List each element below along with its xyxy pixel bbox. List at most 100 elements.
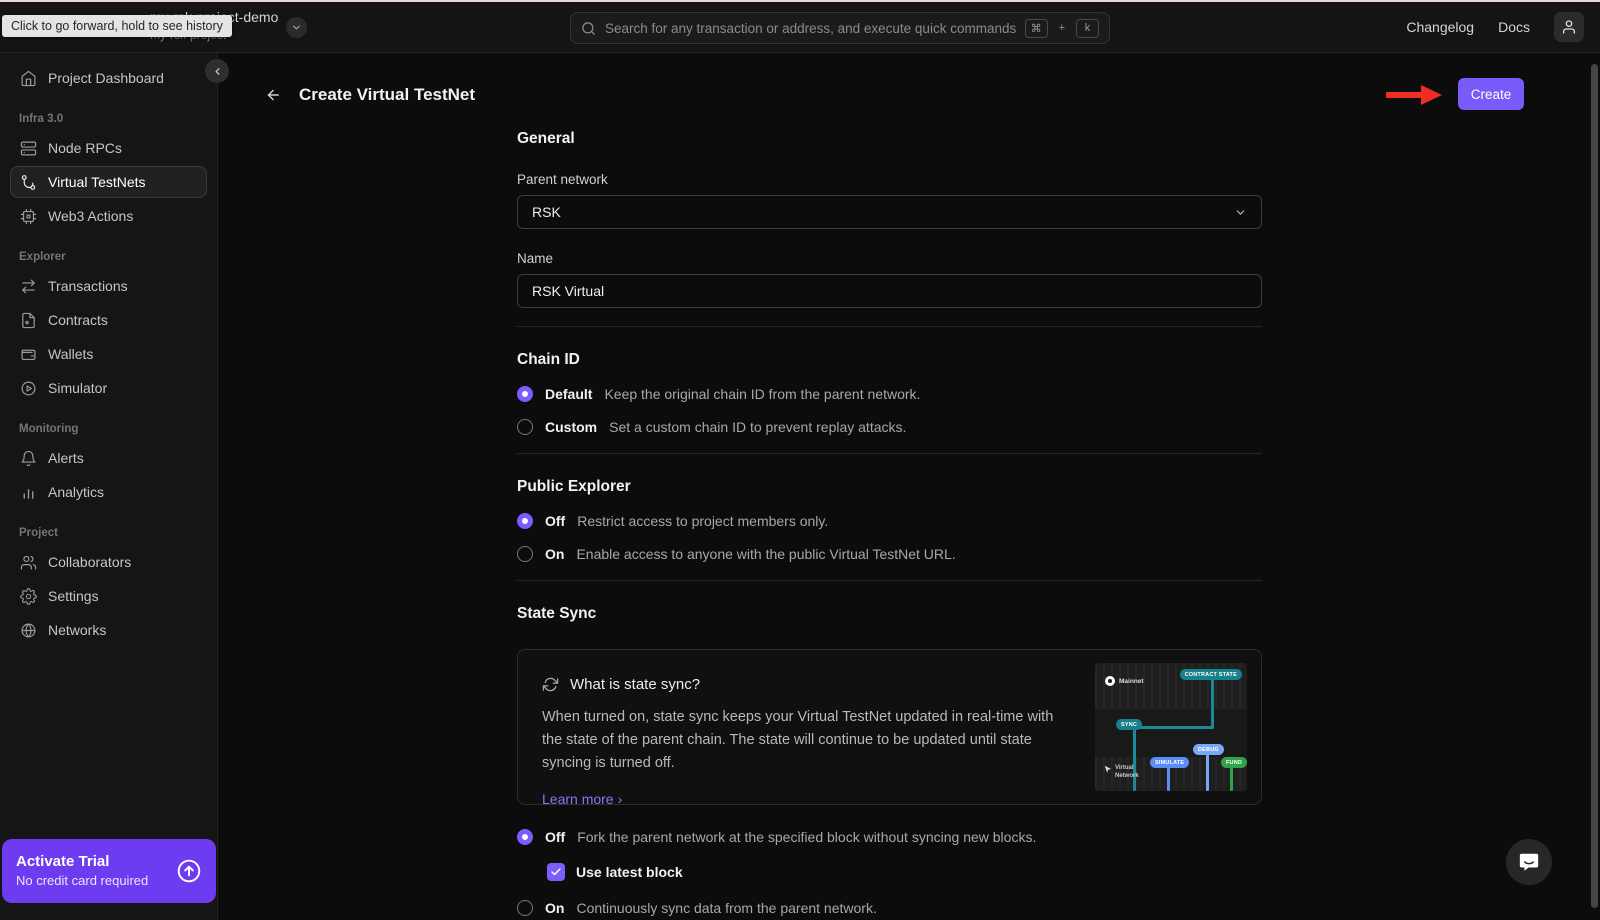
option-description: Keep the original chain ID from the pare… xyxy=(604,386,921,402)
sidebar-item-simulator[interactable]: Simulator xyxy=(10,372,207,404)
trial-title: Activate Trial xyxy=(16,852,110,870)
sidebar-item-node-rpcs[interactable]: Node RPCs xyxy=(10,132,207,164)
cpu-icon xyxy=(20,208,37,225)
use-latest-block-option[interactable]: Use latest block xyxy=(547,863,1262,881)
sidebar-item-project-dashboard[interactable]: Project Dashboard xyxy=(10,62,207,94)
back-button[interactable] xyxy=(264,86,282,104)
sidebar: Project Dashboard Infra 3.0 Node RPCs Vi… xyxy=(0,52,218,920)
sidebar-item-analytics[interactable]: Analytics xyxy=(10,476,207,508)
sidebar-item-transactions[interactable]: Transactions xyxy=(10,270,207,302)
project-chevron-button[interactable] xyxy=(286,17,307,38)
sidebar-item-collaborators[interactable]: Collaborators xyxy=(10,546,207,578)
chain-id-heading: Chain ID xyxy=(517,351,580,368)
state-sync-card-title: What is state sync? xyxy=(570,676,701,693)
option-label: Off xyxy=(545,829,566,845)
sidebar-item-virtual-testnets[interactable]: Virtual TestNets xyxy=(10,166,207,198)
simulate-pill: SIMULATE xyxy=(1150,757,1190,768)
option-label: Custom xyxy=(545,419,598,435)
mainnet-icon xyxy=(1105,676,1115,686)
search-placeholder: Search for any transaction or address, a… xyxy=(605,20,1016,36)
git-branch-icon xyxy=(20,174,37,191)
sidebar-item-label: Web3 Actions xyxy=(48,208,134,224)
user-icon xyxy=(1561,19,1577,35)
state-sync-off-option[interactable]: Off Fork the parent network at the speci… xyxy=(517,829,1262,845)
chevron-left-icon xyxy=(212,66,223,77)
state-sync-on-option[interactable]: On Continuously sync data from the paren… xyxy=(517,900,1262,916)
radio-unselected-icon[interactable] xyxy=(517,546,533,562)
sidebar-item-label: Contracts xyxy=(48,312,108,328)
divider xyxy=(517,326,1262,327)
search-input[interactable]: Search for any transaction or address, a… xyxy=(570,12,1110,44)
fund-pill: FUND xyxy=(1221,757,1247,768)
server-icon xyxy=(20,140,37,157)
diagram-line-debug xyxy=(1206,751,1209,791)
chevron-down-icon xyxy=(1234,206,1247,219)
swap-arrows-icon xyxy=(20,278,37,295)
gear-icon xyxy=(20,587,37,605)
diagram-virtual-network-label: Virtual Network xyxy=(1104,765,1139,780)
sidebar-item-web3-actions[interactable]: Web3 Actions xyxy=(10,200,207,232)
sidebar-item-alerts[interactable]: Alerts xyxy=(10,442,207,474)
annotation-red-arrow xyxy=(1386,84,1442,106)
sidebar-item-networks[interactable]: Networks xyxy=(10,614,207,646)
learn-more-label: Learn more xyxy=(542,790,614,807)
file-icon xyxy=(20,312,37,329)
checkbox-label: Use latest block xyxy=(576,864,683,880)
cmd-key-badge: ⌘ xyxy=(1024,18,1048,38)
general-heading: General xyxy=(517,130,575,147)
sidebar-collapse-button[interactable] xyxy=(205,59,229,83)
sidebar-section-explorer: Explorer xyxy=(19,251,66,263)
public-explorer-on-option[interactable]: On Enable access to anyone with the publ… xyxy=(517,546,1262,562)
name-label: Name xyxy=(517,251,554,266)
chain-id-custom-option[interactable]: Custom Set a custom chain ID to prevent … xyxy=(517,419,1262,435)
learn-more-link[interactable]: Learn more › xyxy=(542,791,1073,807)
sidebar-item-label: Analytics xyxy=(48,484,105,500)
radio-selected-icon[interactable] xyxy=(517,386,533,402)
option-label: Default xyxy=(545,386,593,402)
sidebar-item-label: Networks xyxy=(48,622,107,638)
contract-state-pill: CONTRACT STATE xyxy=(1179,669,1242,680)
parent-network-value: RSK xyxy=(532,204,561,220)
virtual-network-icon xyxy=(1104,765,1112,773)
trial-subtitle: No credit card required xyxy=(16,873,149,889)
checkbox-checked-icon[interactable] xyxy=(547,863,565,881)
option-description: Set a custom chain ID to prevent replay … xyxy=(609,419,907,435)
sidebar-item-label: Settings xyxy=(48,588,99,604)
radio-unselected-icon[interactable] xyxy=(517,900,533,916)
name-value: RSK Virtual xyxy=(532,283,605,299)
chain-id-default-option[interactable]: Default Keep the original chain ID from … xyxy=(517,386,1262,402)
sidebar-item-label: Wallets xyxy=(48,346,94,362)
option-label: On xyxy=(545,900,565,916)
sidebar-item-contracts[interactable]: Contracts xyxy=(10,304,207,336)
chat-bubble-icon xyxy=(1518,851,1540,873)
sidebar-item-wallets[interactable]: Wallets xyxy=(10,338,207,370)
chevron-down-icon xyxy=(291,22,302,33)
sidebar-item-label: Node RPCs xyxy=(48,140,122,156)
name-input[interactable]: RSK Virtual xyxy=(517,274,1262,308)
sidebar-item-settings[interactable]: Settings xyxy=(10,580,207,612)
vertical-scrollbar[interactable] xyxy=(1591,64,1598,908)
create-button[interactable]: Create xyxy=(1458,78,1524,110)
search-icon xyxy=(581,21,596,36)
divider xyxy=(517,453,1262,454)
radio-unselected-icon[interactable] xyxy=(517,419,533,435)
account-button[interactable] xyxy=(1554,12,1584,42)
parent-network-select[interactable]: RSK xyxy=(517,195,1262,229)
sync-icon xyxy=(542,676,559,693)
option-description: Enable access to anyone with the public … xyxy=(576,546,956,562)
chat-widget-button[interactable] xyxy=(1506,839,1552,885)
radio-selected-icon[interactable] xyxy=(517,829,533,845)
public-explorer-off-option[interactable]: Off Restrict access to project members o… xyxy=(517,513,1262,529)
radio-selected-icon[interactable] xyxy=(517,513,533,529)
trial-text: Activate Trial No credit card required xyxy=(16,852,176,890)
sidebar-item-label: Simulator xyxy=(48,380,108,396)
divider xyxy=(517,580,1262,581)
docs-link[interactable]: Docs xyxy=(1498,19,1530,35)
option-label: On xyxy=(545,546,565,562)
activate-trial-banner[interactable]: Activate Trial No credit card required xyxy=(2,839,216,903)
browser-tooltip: Click to go forward, hold to see history xyxy=(2,15,232,37)
diagram-line-sync-down xyxy=(1133,728,1136,791)
sidebar-item-label: Project Dashboard xyxy=(48,70,164,86)
changelog-link[interactable]: Changelog xyxy=(1406,19,1475,35)
